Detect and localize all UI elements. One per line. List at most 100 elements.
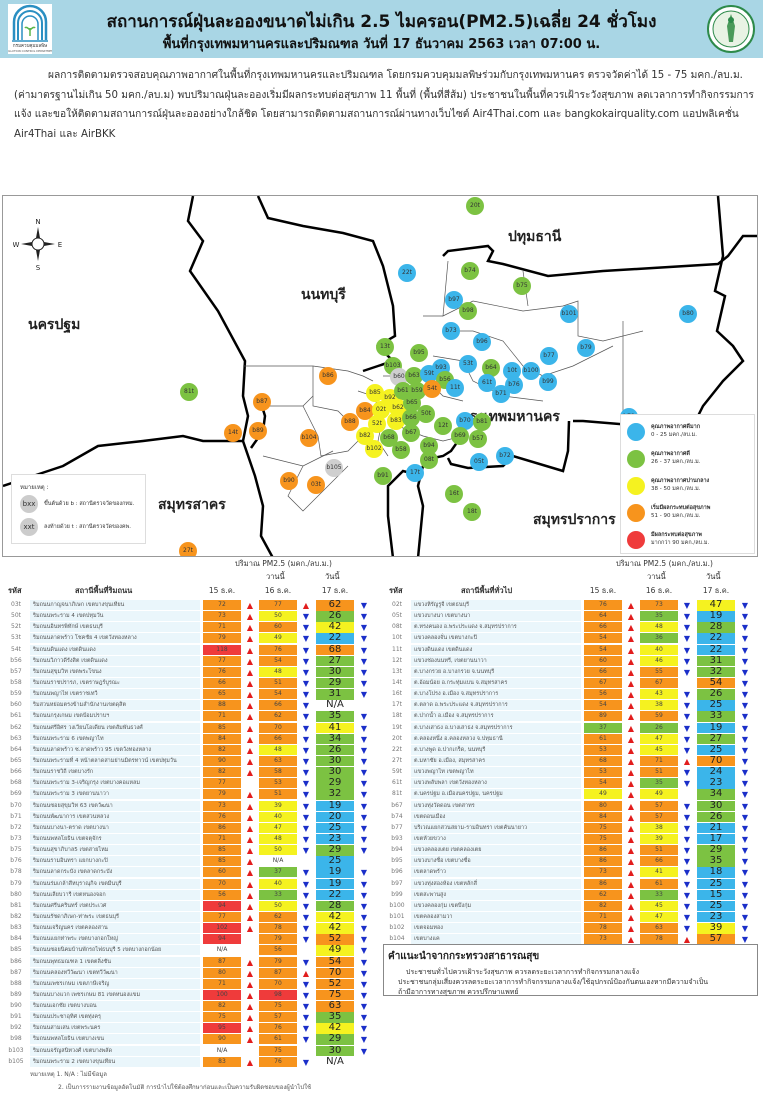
station-marker-02t[interactable]: 02t <box>372 401 390 419</box>
station-marker-b77[interactable]: b77 <box>540 347 558 365</box>
trend-down-icon: ▼ <box>683 823 691 833</box>
station-marker-b85[interactable]: b85 <box>366 384 384 402</box>
pm25-15dec: 82 <box>203 1001 241 1012</box>
station-marker-b58[interactable]: b58 <box>392 441 410 459</box>
pm25-16dec: 67 <box>640 677 678 688</box>
station-marker-b66[interactable]: b66 <box>402 409 420 427</box>
station-marker-b75[interactable]: b75 <box>513 277 531 295</box>
pm25-17dec: 35 <box>697 856 735 867</box>
station-marker-b86[interactable]: b86 <box>319 367 337 385</box>
pm25-15dec: 54 <box>584 778 622 789</box>
station-marker-b67[interactable]: b67 <box>402 424 420 442</box>
station-marker-11t[interactable]: 11t <box>446 379 464 397</box>
trend-down-icon: ▼ <box>741 701 749 711</box>
station-marker-b83[interactable]: b83 <box>387 412 405 430</box>
station-marker-b70[interactable]: b70 <box>456 412 474 430</box>
station-marker-05t[interactable]: 05t <box>470 453 488 471</box>
pm25-15dec: 61 <box>584 733 622 744</box>
station-marker-08t[interactable]: 08t <box>420 451 438 469</box>
station-marker-b90[interactable]: b90 <box>280 472 298 490</box>
station-marker-b60[interactable]: b60 <box>390 368 408 386</box>
station-marker-b81[interactable]: b81 <box>473 413 491 431</box>
trend-down-icon: ▼ <box>683 812 691 822</box>
pm25-17dec: 32 <box>697 666 735 678</box>
pm25-17dec: 22 <box>697 633 735 644</box>
station-code: 52t <box>11 623 21 631</box>
station-marker-52t[interactable]: 52t <box>368 415 386 433</box>
station-marker-b71[interactable]: b71 <box>492 385 510 403</box>
station-marker-b76[interactable]: b76 <box>505 376 523 394</box>
table-row: 81t ต.นครปฐม อ.เมืองนครปฐม, นครปฐม 49 49 34 ▲… <box>381 789 761 800</box>
station-marker-b64[interactable]: b64 <box>482 359 500 377</box>
station-marker-b88[interactable]: b88 <box>341 413 359 431</box>
station-marker-b84[interactable]: b84 <box>356 402 374 420</box>
pm25-17dec: 25 <box>697 900 735 912</box>
station-marker-b73[interactable]: b73 <box>442 322 460 340</box>
table-row: 61t แขวงพลับพลา เขตวังทองหลาง 54 35 23 ▲ ▼ ▼ <box>381 778 761 789</box>
station-marker-b87[interactable]: b87 <box>253 393 271 411</box>
station-name: ริมถนนประชาอุทิศ เขตทุ่งครุ <box>30 1012 200 1023</box>
station-name: ริมถนนเอกชัย เขตบางบอน <box>30 1001 200 1012</box>
station-marker-b101[interactable]: b101 <box>560 305 578 323</box>
station-marker-18t[interactable]: 18t <box>463 503 481 521</box>
station-marker-b91[interactable]: b91 <box>374 467 392 485</box>
pm25-17dec: 25 <box>316 822 354 834</box>
station-marker-12t[interactable]: 12t <box>434 417 452 435</box>
station-marker-b94[interactable]: b94 <box>420 437 438 455</box>
trend-down-icon: ▼ <box>360 957 368 967</box>
station-marker-03t[interactable]: 03t <box>307 476 325 494</box>
station-name: แขวงคลองจั่น เขตบางกะปิ <box>411 633 581 644</box>
station-code: 18t <box>392 712 402 720</box>
station-marker-b68[interactable]: b68 <box>380 429 398 447</box>
station-marker-b99[interactable]: b99 <box>539 373 557 391</box>
station-marker-10t[interactable]: 10t <box>503 362 521 380</box>
pm25-17dec: 22 <box>316 889 354 901</box>
station-name: แขวงบางซื่อ เขตบางซื่อ <box>411 856 581 867</box>
station-marker-b74[interactable]: b74 <box>461 262 479 280</box>
pm25-15dec: 82 <box>584 900 622 911</box>
station-marker-27t[interactable]: 27t <box>179 542 197 556</box>
station-marker-17t[interactable]: 17t <box>406 464 424 482</box>
station-marker-b105[interactable]: b105 <box>325 459 343 477</box>
station-marker-b95[interactable]: b95 <box>410 344 428 362</box>
pm25-17dec: 27 <box>316 655 354 667</box>
station-marker-61t[interactable]: 61t <box>478 374 496 392</box>
station-marker-b102[interactable]: b102 <box>365 440 383 458</box>
station-marker-b100[interactable]: b100 <box>522 362 540 380</box>
station-marker-b57[interactable]: b57 <box>469 430 487 448</box>
table-row: 27t ต.มหาชัย อ.เมือง, สมุทรสาคร 68 71 70 ▲ ▲ ▼ <box>381 755 761 767</box>
station-marker-54t[interactable]: 54t <box>423 380 441 398</box>
trend-down-icon: ▼ <box>302 723 310 733</box>
table-row: b86 ริมถนนพุทธมณฑล 1 เขตตลิ่งชัน 87 79 54 ▲ ▼ ▼ <box>0 956 380 968</box>
station-marker-b79[interactable]: b79 <box>577 339 595 357</box>
station-marker-50t[interactable]: 50t <box>417 405 435 423</box>
station-name: บริเวณแยกสวนสยาม-รามอินทรา เขตคันนายาว <box>411 822 581 833</box>
station-marker-b80[interactable]: b80 <box>679 305 697 323</box>
station-marker-53t[interactable]: 53t <box>459 355 477 373</box>
station-marker-13t[interactable]: 13t <box>376 338 394 356</box>
station-marker-22t[interactable]: 22t <box>398 264 416 282</box>
station-marker-20t[interactable]: 20t <box>466 197 484 215</box>
station-code: b67 <box>391 801 403 809</box>
station-marker-81t[interactable]: 81t <box>180 383 198 401</box>
table-row: 52t ริมถนนอินทรพิทักษ์ เขตธนบุรี 71 60 42 ▲ ▼ ▼ <box>0 622 380 633</box>
station-marker-b69[interactable]: b69 <box>451 427 469 445</box>
station-marker-b65[interactable]: b65 <box>403 394 421 412</box>
station-marker-b98[interactable]: b98 <box>459 302 477 320</box>
table-row: b75 ริมถนนสุขาภิบาล5 เขตสายไหม 85 50 29 ▲ ▼ ▼ <box>0 845 380 856</box>
station-marker-14t[interactable]: 14t <box>224 424 242 442</box>
station-marker-59t[interactable]: 59t <box>420 365 438 383</box>
station-prefix-icon: bxx <box>20 495 38 513</box>
station-marker-b96[interactable]: b96 <box>473 333 491 351</box>
station-marker-b63[interactable]: b63 <box>405 367 423 385</box>
station-marker-b104[interactable]: b104 <box>300 429 318 447</box>
station-code: 81t <box>392 790 402 798</box>
station-marker-b72[interactable]: b72 <box>496 447 514 465</box>
station-name: ต.อ้อมน้อย อ.กระทุ่มแบน จ.สมุทรสาคร <box>411 677 581 688</box>
station-marker-b89[interactable]: b89 <box>249 422 267 440</box>
station-marker-b97[interactable]: b97 <box>445 291 463 309</box>
station-marker-16t[interactable]: 16t <box>445 485 463 503</box>
today-label: วันนี้ <box>325 572 340 581</box>
station-name: ริมถนนพหลโยธิน เขตบางเขน <box>30 1034 200 1045</box>
pm25-17dec: 19 <box>697 611 735 622</box>
